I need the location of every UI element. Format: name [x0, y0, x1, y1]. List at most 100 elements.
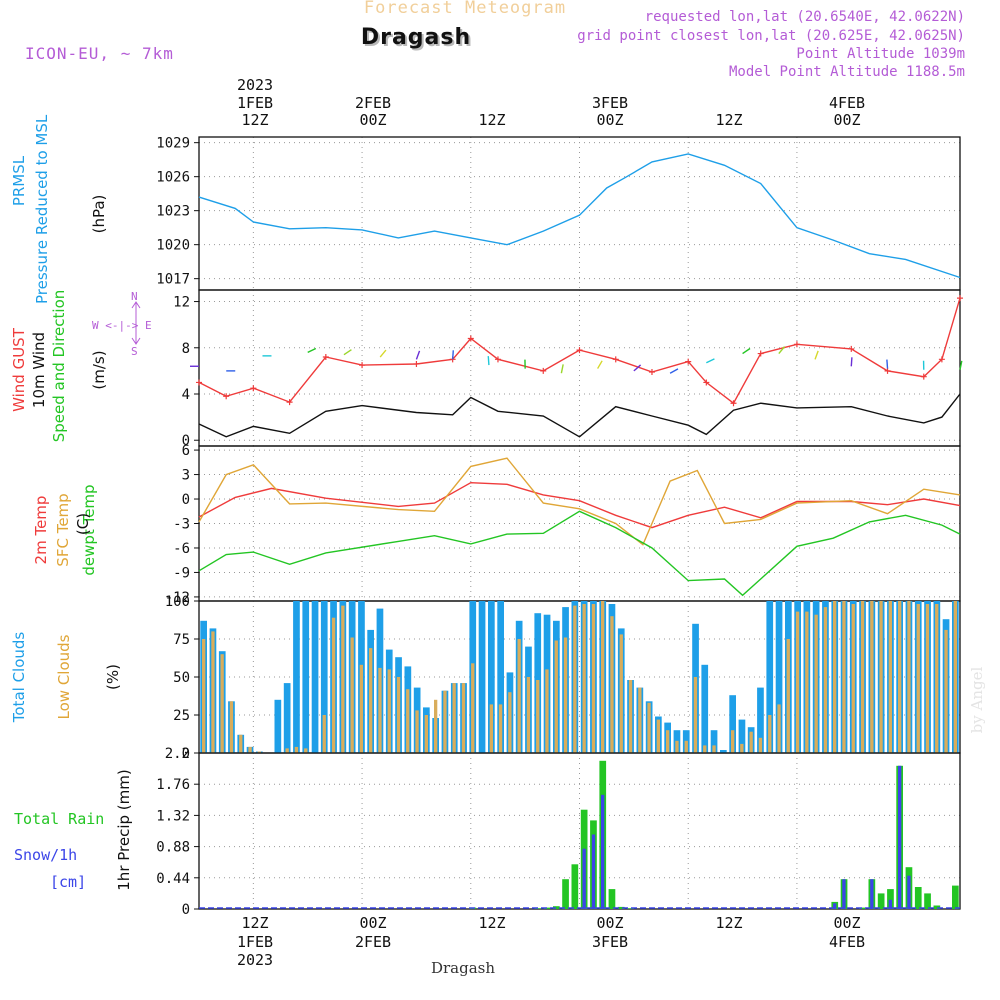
gust-marker — [223, 393, 230, 400]
gust-marker — [793, 341, 800, 348]
gust-marker — [938, 356, 945, 363]
bar-snow-1h — [842, 879, 846, 909]
wind-arrow — [814, 350, 819, 360]
bar-low-clouds — [619, 634, 623, 753]
bottom-tick-hour: 12Z — [715, 914, 743, 932]
bar-low-clouds — [517, 639, 521, 753]
bar-low-clouds — [684, 740, 688, 753]
bar-low-clouds — [953, 601, 957, 753]
requested-coords: requested lon,lat (20.6540E, 42.0622N) — [644, 9, 965, 25]
bar-low-clouds — [582, 604, 586, 753]
bar-low-clouds — [211, 631, 215, 753]
bottom-tick-date: 4FEB — [828, 933, 866, 951]
bar-low-clouds — [257, 751, 261, 753]
bar-low-clouds — [731, 730, 735, 753]
gust-marker — [612, 356, 619, 363]
gust-marker — [196, 379, 202, 386]
grid-point-coords: grid point closest lon,lat (20.625E, 42.… — [577, 28, 965, 44]
y-tick-label: 2.2 — [165, 746, 190, 762]
bar-low-clouds — [387, 669, 391, 753]
model-name: ICON-EU, ~ 7km — [25, 44, 174, 63]
bar-total-clouds — [293, 601, 300, 753]
bar-low-clouds — [944, 629, 948, 753]
bar-low-clouds — [554, 640, 558, 753]
gust-marker — [286, 399, 293, 406]
series-line-dewpt-temp — [198, 510, 961, 597]
bar-total-clouds — [757, 687, 764, 753]
bar-snow-1h — [582, 848, 586, 909]
bar-low-clouds — [925, 604, 930, 753]
bar-snow-1h — [898, 765, 902, 909]
y-tick-label: -12 — [165, 590, 190, 606]
top-tick-date: 4FEB — [828, 94, 866, 112]
product-title: Forecast Meteogram — [363, 0, 567, 18]
point-altitude: Point Altitude 1039m — [796, 46, 965, 62]
bar-low-clouds — [406, 689, 410, 753]
top-tick-hour: 00Z — [359, 111, 387, 129]
bar-low-clouds — [248, 746, 252, 753]
wind-arrow — [560, 364, 564, 374]
bar-low-clouds — [239, 734, 243, 753]
panel-precipitation: 0 0.44 0.88 1.32 1.76 2.2 — [156, 746, 961, 918]
gust-marker — [322, 354, 329, 361]
bottom-tick-hour: 00Z — [359, 914, 387, 932]
bar-total-rain — [924, 893, 931, 909]
wind-arrow — [959, 360, 963, 370]
bar-low-clouds — [656, 719, 660, 753]
bar-total-clouds — [497, 601, 504, 753]
y-tick-label: 0 — [182, 746, 190, 762]
precip-snow-unit: [cm] — [50, 873, 87, 891]
wind-arrow — [415, 350, 421, 360]
y-tick-label: 25 — [173, 708, 190, 724]
bottom-tick-hour: 00Z — [833, 914, 861, 932]
bar-low-clouds — [424, 715, 428, 753]
gust-marker — [413, 360, 420, 367]
y-tick-label: -3 — [173, 517, 190, 533]
bar-total-rain — [562, 879, 569, 909]
bar-snow-1h — [591, 834, 596, 909]
bar-low-clouds — [638, 687, 642, 753]
y-tick-label: 0 — [182, 492, 190, 508]
wind-arrow — [633, 364, 642, 372]
bar-low-clouds — [907, 601, 911, 753]
y-tick-label: 3 — [182, 468, 190, 484]
bar-low-clouds — [666, 730, 670, 753]
top-tick-date: 2FEB — [354, 94, 392, 112]
bar-total-rain — [553, 906, 560, 909]
gust-marker — [359, 362, 366, 369]
bar-total-rain — [543, 907, 551, 909]
gust-marker — [703, 379, 710, 386]
bottom-tick-hour: 00Z — [596, 914, 624, 932]
bar-low-clouds — [758, 737, 763, 753]
compass-west-east: W <-|-> E — [92, 319, 152, 332]
wind-arrow — [742, 347, 751, 355]
bar-low-clouds — [591, 604, 596, 753]
bar-low-clouds — [322, 715, 326, 753]
series-line-2m-temp — [198, 481, 961, 529]
bar-total-clouds — [738, 719, 746, 753]
panel-frame — [198, 289, 961, 447]
wind-arrow — [487, 356, 490, 366]
bar-total-clouds — [775, 601, 783, 753]
y-tick-label: 12 — [173, 295, 190, 311]
bar-low-clouds — [777, 704, 781, 753]
bottom-tick-date: 2FEB — [354, 933, 392, 951]
bar-low-clouds — [341, 605, 345, 753]
gust-marker — [730, 400, 737, 407]
bar-low-clouds — [526, 677, 531, 753]
gust-marker — [757, 350, 764, 357]
panel-temperature: -12 -9 -6 -3 0 3 6 — [165, 443, 961, 606]
bar-low-clouds — [396, 677, 401, 753]
bar-low-clouds — [573, 605, 577, 753]
bar-total-rain — [914, 887, 922, 909]
y-tick-label: 8 — [182, 341, 190, 357]
top-tick-year: 2023 — [236, 76, 274, 94]
bar-low-clouds — [350, 637, 354, 753]
bar-total-clouds — [701, 664, 709, 753]
precip-snow-label: Snow/1h — [14, 846, 78, 864]
bar-low-clouds — [703, 745, 707, 753]
y-tick-label: 75 — [173, 632, 190, 648]
y-tick-label: 0.88 — [156, 840, 190, 856]
bar-low-clouds — [823, 607, 828, 753]
